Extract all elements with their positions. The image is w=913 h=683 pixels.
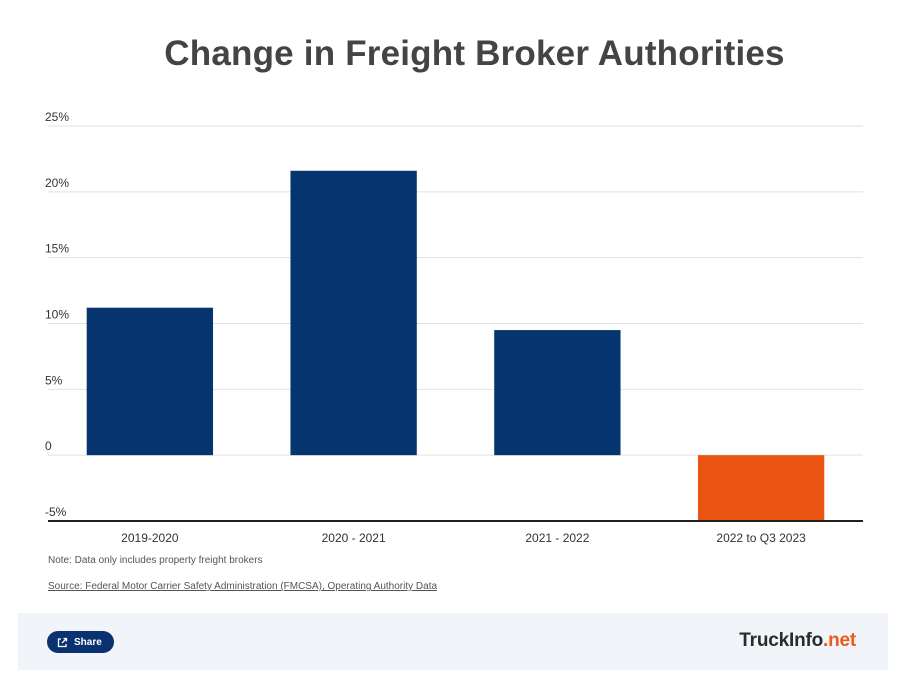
footer-bar: Share TruckInfo.net [18, 613, 888, 670]
bar [494, 330, 621, 456]
y-tick-label: 5% [45, 373, 63, 387]
share-label: Share [74, 636, 102, 648]
y-tick-label: 0 [45, 439, 52, 453]
x-category-label: 2020 - 2021 [322, 531, 386, 545]
bar-chart: 25% 20% 15% 10% 5% 0 -5% 2019-2020 2020 - 2021 20… [45, 110, 863, 545]
y-tick-label: 20% [45, 176, 69, 190]
source-link[interactable]: Source: Federal Motor Carrier Safety Adm… [48, 581, 438, 592]
y-tick-label: -5% [45, 505, 67, 519]
x-category-label: 2019-2020 [121, 531, 179, 545]
brand-tld: .net [823, 630, 856, 651]
brand-name: TruckInfo [739, 630, 824, 651]
x-category-label: 2021 - 2022 [525, 531, 589, 545]
x-category-label: 2022 to Q3 2023 [716, 531, 806, 545]
bar [86, 307, 214, 456]
share-icon [57, 637, 68, 648]
bar [290, 170, 417, 456]
y-tick-label: 10% [45, 308, 69, 322]
chart-note: Note: Data only includes property freigh… [48, 555, 263, 566]
share-button[interactable]: Share [47, 631, 114, 653]
chart-title: Change in Freight Broker Authorities [164, 34, 785, 73]
brand-logo[interactable]: TruckInfo.net [739, 630, 856, 652]
y-tick-label: 25% [45, 110, 69, 124]
bars [86, 170, 825, 521]
axes: 25% 20% 15% 10% 5% 0 -5% 2019-2020 2020 - 2021 20… [45, 110, 863, 545]
bar [697, 455, 825, 521]
y-tick-label: 15% [45, 242, 69, 256]
